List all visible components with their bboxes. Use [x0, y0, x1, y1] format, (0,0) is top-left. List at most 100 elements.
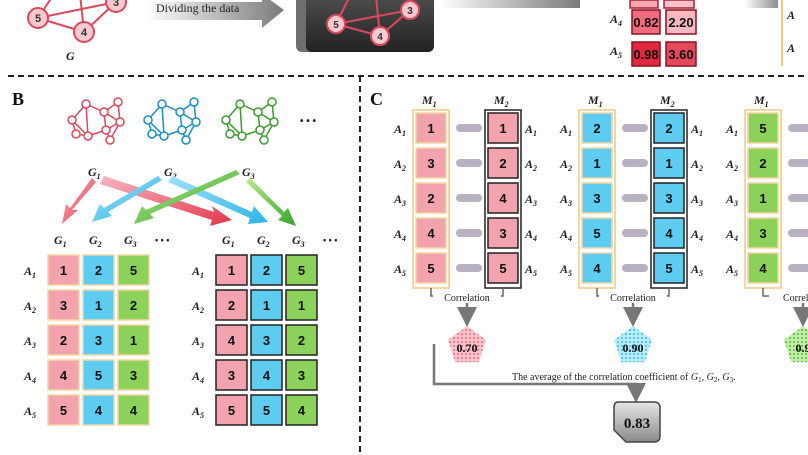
- column-header: G1: [54, 233, 67, 249]
- svg-text:0.9: 0.9: [796, 341, 808, 355]
- correlation-label: Correlation: [610, 293, 656, 304]
- arrow-g1-left: [62, 178, 96, 224]
- svg-text:4: 4: [81, 27, 88, 39]
- table-cell: 2: [285, 324, 318, 356]
- network-graph-pink: [67, 97, 125, 145]
- svg-text:2: 2: [499, 156, 506, 171]
- svg-text:0.90: 0.90: [623, 341, 644, 355]
- top-right-edge: A A: [778, 0, 808, 70]
- row-label: A3: [524, 192, 537, 208]
- panel-b-letter: B: [12, 89, 24, 109]
- svg-text:3: 3: [593, 191, 600, 206]
- pair-link: [622, 124, 648, 132]
- row-label: A3: [690, 192, 703, 208]
- matrix-cell: 4: [747, 252, 779, 284]
- svg-text:2: 2: [593, 121, 600, 136]
- svg-text:2: 2: [95, 263, 102, 278]
- svg-text:1: 1: [427, 121, 434, 136]
- row-label: A5: [393, 262, 406, 278]
- correlation-label: Correl: [783, 293, 808, 304]
- row-label: A5: [559, 262, 572, 278]
- correlation-label: Correlation: [444, 293, 490, 304]
- top-value-cell: 0.82: [631, 9, 661, 35]
- matrix-cell: 2: [415, 182, 447, 214]
- correlation-value-badge: 0.9: [784, 326, 808, 363]
- panel-b-graphs: G1 G2 G3: [67, 97, 279, 181]
- svg-text:1: 1: [263, 298, 270, 313]
- table-cell: 4: [250, 359, 283, 391]
- svg-text:5: 5: [759, 121, 766, 136]
- svg-text:4: 4: [499, 191, 507, 206]
- svg-text:2: 2: [60, 333, 67, 348]
- svg-text:3: 3: [499, 226, 506, 241]
- svg-text:1: 1: [759, 191, 766, 206]
- svg-text:4: 4: [665, 226, 673, 241]
- row-label: A4: [725, 227, 738, 243]
- table-cell: 3: [215, 359, 248, 391]
- matrix-cell: 4: [487, 182, 519, 214]
- svg-text:1: 1: [593, 156, 600, 171]
- matrix-cell: 1: [653, 147, 685, 179]
- table-cell: 1: [250, 289, 283, 321]
- row-label: A4: [23, 369, 36, 385]
- svg-text:4: 4: [60, 368, 68, 383]
- row-label: A1: [559, 122, 572, 138]
- table-cell: 5: [82, 359, 115, 391]
- svg-text:3: 3: [298, 368, 305, 383]
- svg-text:A: A: [786, 41, 795, 55]
- row-label: A2: [23, 299, 36, 315]
- average-result-badge: 0.83: [613, 401, 661, 443]
- svg-text:2: 2: [665, 121, 672, 136]
- correlation-group-green: M1 A1 5 A2 2 A3 1 A4 3 A5 4 Correl 0.9: [725, 93, 808, 363]
- arrow-g2-right: [168, 176, 268, 224]
- dark-graph-box: 5 4 3: [296, 0, 434, 52]
- row-label: A5: [690, 262, 703, 278]
- svg-text:4: 4: [759, 261, 767, 276]
- correlation-group-blue: M1 M2 A1 2 2 A1 A2 1 1 A2 A3 3 3 A3 A4 5 4 A4 A5 4 5 A5 Correl…: [559, 93, 703, 363]
- svg-text:3: 3: [665, 191, 672, 206]
- top-value-table: A4 0.82 2.20 A5 0.98 3.60: [609, 0, 697, 67]
- svg-text:4: 4: [263, 368, 271, 383]
- svg-text:4: 4: [298, 403, 306, 418]
- panel-c-letter: C: [370, 89, 383, 109]
- panel-b-graph-ellipsis: • • •: [300, 116, 317, 127]
- svg-text:2: 2: [228, 298, 235, 313]
- table-cell: 5: [117, 254, 150, 286]
- svg-text:4: 4: [377, 32, 383, 43]
- column-ellipsis: • • •: [155, 235, 169, 245]
- svg-text:5: 5: [665, 261, 672, 276]
- svg-text:5: 5: [427, 261, 434, 276]
- matrix-cell: 3: [487, 217, 519, 249]
- table-cell: 2: [250, 254, 283, 286]
- divide-arrow-label: Dividing the data: [156, 1, 240, 15]
- top-arrow-bar: [440, 0, 784, 8]
- svg-text:5: 5: [593, 226, 600, 241]
- graph-label: G1: [88, 165, 101, 181]
- table-cell: 5: [215, 394, 248, 426]
- row-label: A3: [393, 192, 406, 208]
- svg-text:4: 4: [95, 403, 103, 418]
- matrix-header-m2: M2: [493, 93, 509, 109]
- svg-text:5: 5: [35, 13, 41, 25]
- pair-link: [788, 159, 808, 167]
- pair-link: [788, 194, 808, 202]
- svg-text:4: 4: [130, 403, 138, 418]
- svg-text:5: 5: [298, 263, 305, 278]
- matrix-cell: 3: [653, 182, 685, 214]
- table-cell: 5: [250, 394, 283, 426]
- matrix-header-m1: M1: [587, 93, 603, 109]
- matrix-cell: 2: [581, 112, 613, 144]
- matrix-header-m1: M1: [421, 93, 437, 109]
- divide-arrow: Dividing the data: [146, 0, 284, 28]
- row-label: A2: [191, 299, 204, 315]
- pair-link: [788, 264, 808, 272]
- pair-link: [456, 194, 482, 202]
- svg-text:5: 5: [60, 403, 67, 418]
- pair-link: [622, 159, 648, 167]
- svg-text:3: 3: [427, 156, 434, 171]
- top-graph-node: 3: [105, 0, 127, 13]
- svg-text:1: 1: [298, 298, 305, 313]
- average-connector: [432, 344, 646, 403]
- svg-text:3: 3: [95, 333, 102, 348]
- svg-text:1: 1: [228, 263, 235, 278]
